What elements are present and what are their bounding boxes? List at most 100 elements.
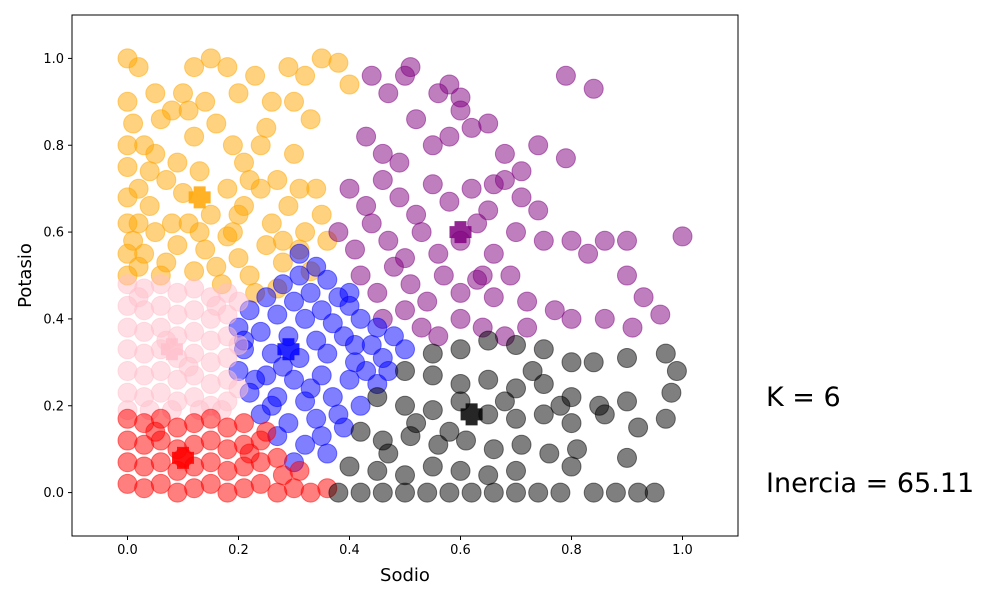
data-point — [378, 230, 399, 251]
data-point — [655, 343, 676, 364]
y-axis: 0.0 0.2 0.4 0.6 0.8 1.0 — [43, 52, 72, 501]
data-point — [439, 126, 460, 147]
data-point — [472, 265, 493, 286]
data-point — [117, 157, 138, 177]
data-point — [150, 382, 171, 403]
data-point — [145, 143, 166, 164]
data-point — [506, 408, 526, 429]
data-point — [395, 300, 415, 321]
data-point — [533, 339, 554, 360]
data-point — [450, 282, 471, 303]
centroid-marker — [449, 221, 472, 244]
data-point — [245, 65, 266, 86]
data-point — [150, 274, 171, 295]
data-point — [483, 287, 504, 308]
data-point — [200, 430, 221, 451]
data-point — [128, 287, 149, 308]
data-point — [228, 335, 249, 355]
data-point — [300, 282, 321, 303]
y-tick-label: 0.0 — [43, 486, 64, 501]
data-point — [200, 48, 221, 69]
data-point — [594, 404, 615, 425]
data-point — [517, 291, 538, 312]
data-point — [467, 213, 488, 234]
data-point — [117, 187, 138, 208]
data-point — [433, 265, 454, 286]
data-point — [117, 361, 138, 381]
data-point — [400, 57, 421, 78]
data-point — [666, 361, 687, 381]
data-point — [217, 348, 238, 368]
plot-frame — [71, 14, 739, 537]
data-point — [328, 404, 349, 425]
data-point — [428, 243, 449, 264]
data-point — [184, 278, 205, 299]
data-point — [272, 465, 293, 486]
data-point — [311, 365, 332, 386]
data-point — [345, 239, 365, 260]
data-point — [439, 421, 460, 442]
data-point — [506, 335, 526, 355]
data-point — [117, 382, 138, 403]
data-point — [422, 343, 443, 364]
data-point — [367, 387, 388, 408]
data-point — [217, 482, 238, 503]
data-point — [284, 291, 304, 312]
data-point — [184, 126, 205, 147]
data-point — [150, 295, 171, 316]
data-point — [417, 482, 438, 503]
data-point — [395, 482, 415, 503]
data-point — [483, 243, 504, 264]
data-point — [245, 369, 266, 390]
data-point — [200, 330, 221, 351]
data-point — [150, 109, 171, 130]
data-point — [389, 187, 410, 208]
data-point — [389, 152, 410, 173]
data-point — [217, 57, 238, 78]
data-point — [650, 304, 671, 325]
data-point — [134, 456, 155, 477]
data-point — [617, 230, 637, 251]
data-point — [222, 222, 243, 243]
data-point — [239, 443, 260, 464]
data-point — [261, 395, 282, 416]
data-point — [311, 426, 332, 447]
inertia-annotation: Inercia = 65.11 — [766, 468, 974, 499]
data-point — [339, 456, 360, 477]
data-point — [395, 361, 415, 381]
data-point — [195, 239, 216, 260]
data-point — [450, 374, 471, 394]
data-point — [128, 213, 149, 234]
data-point — [528, 200, 549, 221]
data-point — [605, 482, 626, 503]
data-point — [128, 57, 149, 78]
data-point — [328, 482, 349, 503]
data-point — [428, 434, 449, 455]
data-point — [533, 374, 554, 394]
data-point — [267, 482, 288, 503]
data-point — [184, 300, 205, 321]
data-point — [483, 439, 504, 460]
y-tick-label: 0.2 — [43, 399, 64, 414]
x-tick-label: 0.8 — [561, 543, 582, 558]
x-tick-label: 0.2 — [228, 543, 249, 558]
data-point — [284, 91, 304, 112]
data-point — [117, 339, 138, 360]
data-point — [383, 256, 404, 277]
data-point — [422, 456, 443, 477]
data-point — [206, 113, 227, 134]
data-point — [555, 148, 576, 169]
data-point — [583, 352, 604, 373]
data-point — [383, 326, 404, 347]
data-point — [184, 321, 205, 342]
data-point — [339, 369, 360, 390]
data-point — [117, 452, 138, 473]
data-point — [267, 447, 288, 468]
data-point — [550, 395, 571, 416]
data-point — [350, 482, 371, 503]
data-point — [206, 256, 227, 277]
data-point — [450, 460, 471, 481]
centroid-layer — [160, 186, 483, 469]
data-point — [167, 304, 188, 325]
data-point — [617, 447, 637, 468]
